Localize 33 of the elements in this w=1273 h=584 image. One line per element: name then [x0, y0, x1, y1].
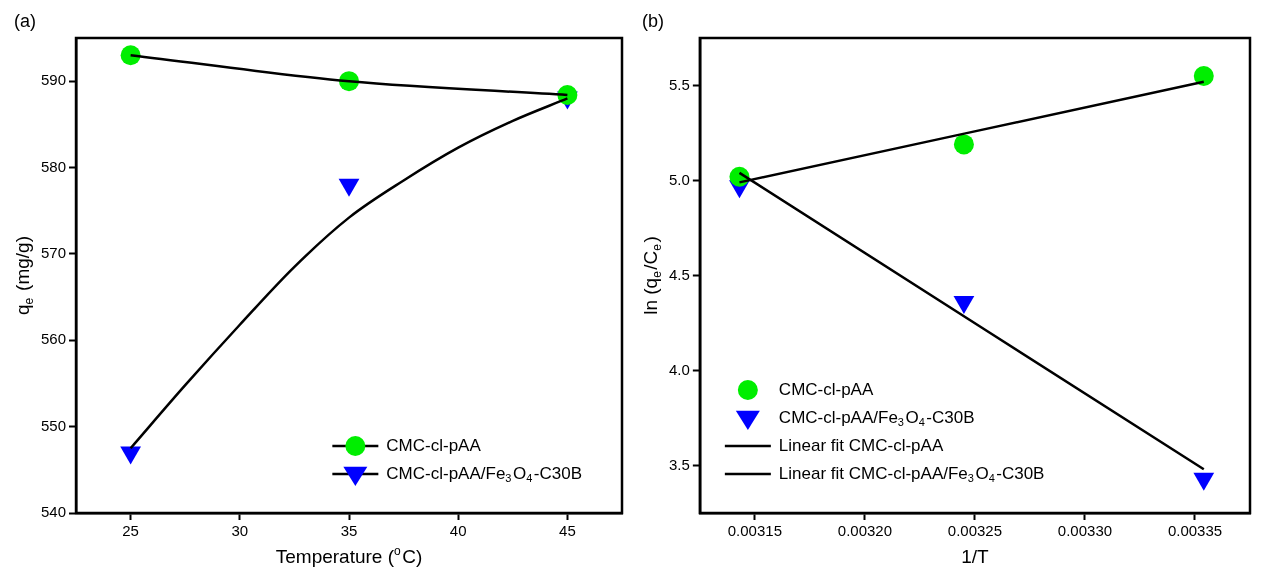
y-tick-label: 570 — [41, 244, 67, 262]
y-tick-label: 4.5 — [668, 265, 690, 283]
y-axis-title: ln (qe/Ce) — [640, 236, 665, 315]
x-tick-label: 0.00320 — [837, 522, 893, 540]
x-tick-label: 30 — [231, 522, 249, 540]
x-tick-label: 25 — [122, 522, 139, 540]
y-tick-label: 590 — [41, 71, 67, 89]
y-tick-label: 5.0 — [668, 170, 690, 188]
x-tick-label: 40 — [449, 522, 467, 540]
point — [1193, 472, 1215, 491]
y-tick-label: 5.5 — [668, 75, 690, 93]
legend-label: Linear fit CMC-cl-pAA — [778, 435, 944, 455]
x-axis-title: 1/T — [961, 546, 990, 568]
point — [953, 134, 974, 155]
x-tick-label: 35 — [340, 522, 358, 540]
y-tick-label: 540 — [41, 503, 67, 521]
legend-label: CMC-cl-pAA — [386, 435, 482, 455]
point — [1193, 66, 1214, 86]
x-tick-label: 0.00330 — [1057, 522, 1113, 540]
x-tick-label: 0.00335 — [1167, 522, 1223, 540]
y-tick-label: 560 — [41, 330, 67, 348]
y-tick-label: 580 — [41, 157, 67, 175]
y-tick-label: 550 — [41, 416, 67, 434]
y-tick-label: 4.0 — [668, 360, 690, 378]
chart-title: (b) — [642, 10, 664, 31]
legend-label: CMC-cl-pAA — [778, 379, 874, 399]
x-tick-label: 0.00325 — [947, 522, 1003, 540]
x-tick-label: 0.00315 — [727, 522, 782, 540]
chart-title: (a) — [14, 10, 36, 31]
x-tick-label: 45 — [559, 522, 576, 540]
y-axis-title: qe (mg/g) — [12, 236, 37, 315]
y-tick-label: 3.5 — [668, 455, 690, 473]
point — [953, 296, 975, 315]
